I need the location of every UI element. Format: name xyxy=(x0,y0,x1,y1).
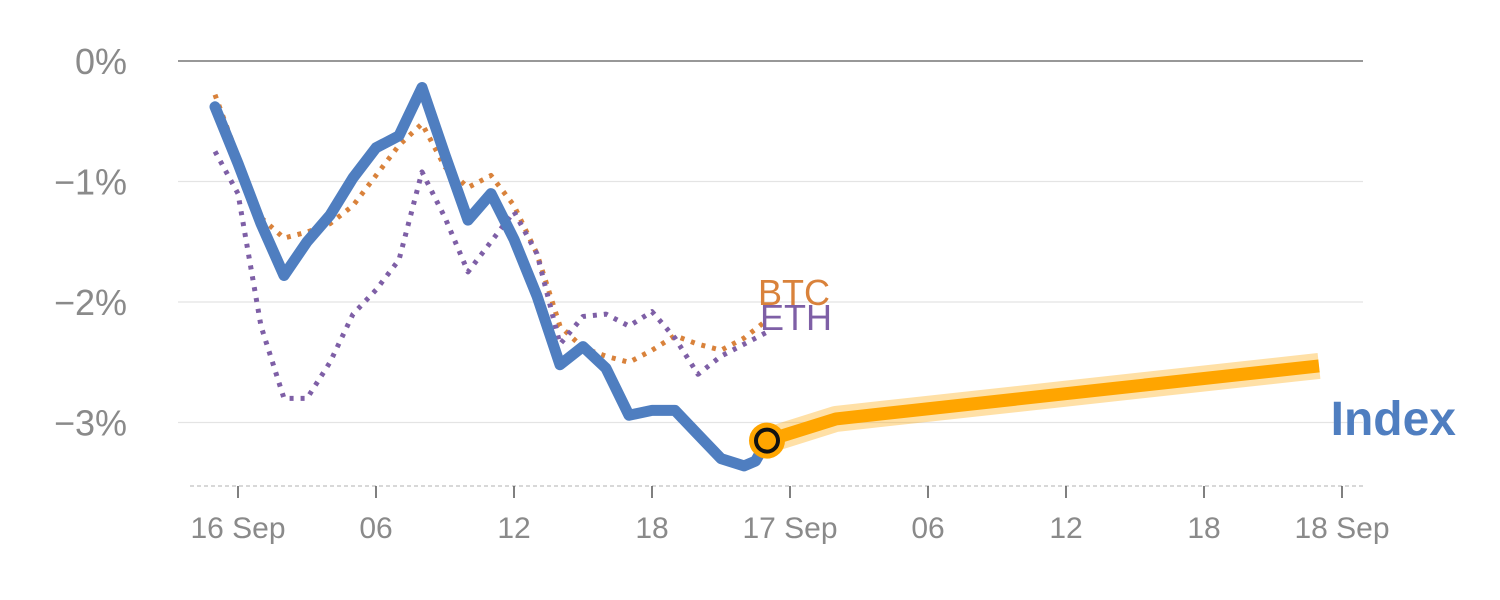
plot-area xyxy=(209,82,1321,472)
x-axis: 16 Sep 06 12 18 17 Sep 06 12 18 18 Sep xyxy=(190,485,1390,545)
eth-series-line xyxy=(212,150,769,401)
x-tick-label: 06 xyxy=(359,512,392,545)
btc-series-line xyxy=(212,93,769,365)
chart-gridlines xyxy=(178,60,1363,424)
index-forecast-line xyxy=(765,359,1320,447)
index-series-line xyxy=(209,82,773,472)
y-tick-label: −1% xyxy=(54,162,127,203)
y-tick-label: −2% xyxy=(54,282,127,323)
x-tick-label: 18 xyxy=(1187,512,1220,545)
current-point-marker xyxy=(754,427,780,454)
x-tick-label: 12 xyxy=(1049,512,1082,545)
btc-series-label: BTC xyxy=(758,272,830,313)
y-axis: 0% −1% −2% −3% xyxy=(54,41,127,444)
y-tick-label: 0% xyxy=(75,41,127,82)
y-tick-label: −3% xyxy=(54,403,127,444)
index-series-label: Index xyxy=(1331,393,1457,446)
x-tick-label: 16 Sep xyxy=(190,512,285,545)
x-tick-label: 06 xyxy=(911,512,944,545)
x-tick-label: 12 xyxy=(497,512,530,545)
x-tick-label: 18 xyxy=(635,512,668,545)
x-tick-label: 17 Sep xyxy=(742,512,837,545)
x-tick-label: 18 Sep xyxy=(1294,512,1389,545)
eth-series-label: ETH xyxy=(760,297,832,338)
